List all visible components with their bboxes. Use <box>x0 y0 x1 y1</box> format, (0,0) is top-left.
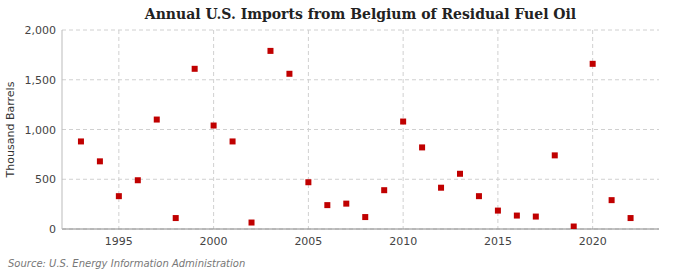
x-tick-label: 2010 <box>389 235 417 248</box>
point <box>628 215 634 221</box>
point <box>97 158 103 164</box>
point <box>400 119 406 125</box>
x-grid-line <box>592 30 593 229</box>
point <box>267 48 273 54</box>
point <box>590 61 596 67</box>
y-tick-label: 1,000 <box>25 124 57 137</box>
x-grid-line <box>308 30 309 229</box>
point <box>514 213 520 219</box>
x-tick-label: 2000 <box>200 235 228 248</box>
axes: 0 500 1,000 1,500 2,000 1995 2000 2005 2010 2015 2… <box>25 24 660 248</box>
y-grid-line <box>62 30 659 31</box>
points <box>78 48 634 229</box>
point <box>438 185 444 191</box>
y-axis-line <box>62 30 63 229</box>
y-grid-line <box>62 179 659 180</box>
x-grid-line <box>213 30 214 229</box>
point <box>173 215 179 221</box>
source-note: Source: U.S. Energy Information Administ… <box>8 258 245 269</box>
point <box>230 138 236 144</box>
point <box>381 187 387 193</box>
y-tick-label: 0 <box>49 223 56 236</box>
point <box>609 197 615 203</box>
point <box>324 202 330 208</box>
y-axis-label: Thousand Barrels <box>4 81 17 178</box>
y-tick-label: 500 <box>35 173 56 186</box>
grid <box>62 30 659 229</box>
point <box>362 214 368 220</box>
point <box>457 171 463 177</box>
point <box>154 117 160 123</box>
point <box>78 138 84 144</box>
y-grid-line <box>62 229 659 230</box>
point <box>552 152 558 158</box>
chart-svg: 0 500 1,000 1,500 2,000 1995 2000 2005 2010 2015 2… <box>0 0 675 275</box>
title: Annual U.S. Imports from Belgium of Resi… <box>144 6 576 22</box>
point <box>286 71 292 77</box>
point <box>211 123 217 129</box>
y-tick-label: 1,500 <box>25 74 57 87</box>
y-grid-line <box>62 79 659 80</box>
point <box>305 179 311 185</box>
point <box>476 193 482 199</box>
x-tick-label: 2015 <box>484 235 512 248</box>
x-tick-label: 2020 <box>579 235 607 248</box>
point <box>116 193 122 199</box>
point <box>419 144 425 150</box>
point <box>495 208 501 214</box>
y-grid-line <box>62 129 659 130</box>
point <box>571 224 577 229</box>
background <box>0 0 675 275</box>
y-tick-label: 2,000 <box>25 24 57 37</box>
x-axis-line <box>62 229 659 230</box>
x-grid-line <box>403 30 404 229</box>
point <box>135 177 141 183</box>
x-tick-label: 1995 <box>105 235 133 248</box>
point <box>192 66 198 72</box>
point <box>249 220 255 226</box>
x-grid-line <box>497 30 498 229</box>
point <box>533 214 539 220</box>
x-tick-label: 2005 <box>294 235 322 248</box>
point <box>343 201 349 207</box>
chart-container: 0 500 1,000 1,500 2,000 1995 2000 2005 2010 2015 2… <box>0 0 675 275</box>
